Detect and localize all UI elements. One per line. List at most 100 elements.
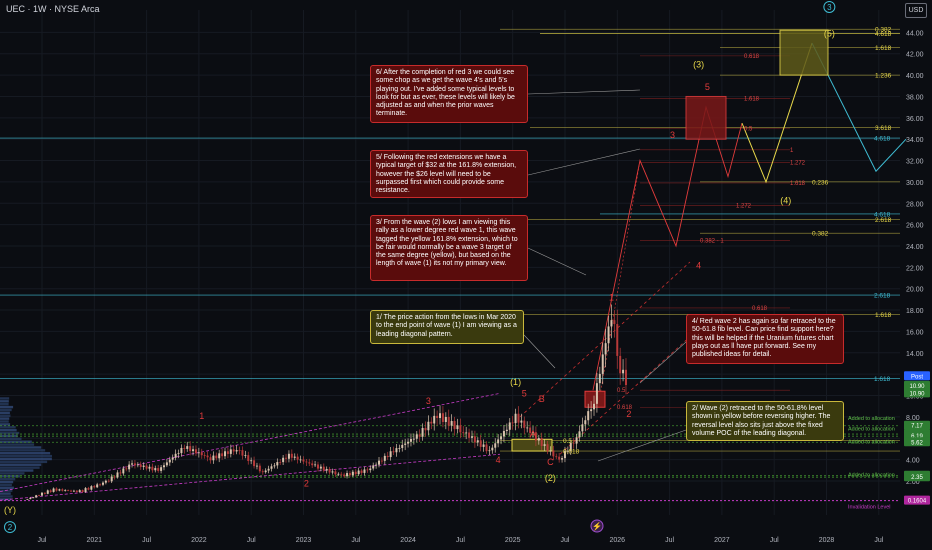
candle-body bbox=[224, 451, 226, 456]
flash-icon-glyph: ⚡ bbox=[592, 521, 602, 531]
candle-body bbox=[375, 465, 377, 466]
candle-body bbox=[64, 490, 66, 491]
wave-label: (Y) bbox=[4, 505, 16, 515]
candle-body bbox=[622, 370, 624, 374]
symbol-header[interactable]: UEC · 1W · NYSE Arca bbox=[6, 4, 100, 14]
candle-body bbox=[334, 471, 336, 474]
currency-button[interactable]: USD bbox=[905, 3, 927, 18]
candle-body bbox=[395, 448, 397, 452]
wave-label: C bbox=[547, 457, 554, 467]
candle-body bbox=[361, 471, 363, 473]
x-tick-label: 2024 bbox=[400, 537, 416, 544]
y-axis: 2.004.006.008.0010.0012.0014.0016.0018.0… bbox=[906, 30, 924, 486]
candle-body bbox=[515, 414, 517, 423]
red-fib-label: 1 bbox=[790, 148, 794, 154]
candle-body bbox=[247, 455, 249, 461]
candle-body bbox=[393, 451, 395, 452]
candle-body bbox=[279, 462, 281, 463]
candle-body bbox=[326, 469, 328, 471]
x-tick-label: Jul bbox=[38, 537, 47, 544]
candle-body bbox=[430, 422, 432, 424]
note-6: 6/ After the completion of red 3 we coul… bbox=[370, 65, 528, 123]
volume-profile bbox=[0, 397, 52, 500]
volume-bar bbox=[0, 429, 17, 431]
candle-body bbox=[323, 467, 325, 471]
candle-body bbox=[610, 320, 612, 326]
red-fib-label: 0.5 bbox=[744, 127, 753, 133]
volume-bar bbox=[0, 458, 52, 460]
volume-bar bbox=[0, 446, 41, 448]
candle-body bbox=[212, 456, 214, 461]
x-tick-label: Jul bbox=[770, 537, 779, 544]
wave-label: 5 bbox=[705, 82, 710, 92]
note-1: 1/ The price action from the lows in Mar… bbox=[370, 310, 524, 344]
candle-body bbox=[538, 438, 540, 440]
candle-body bbox=[192, 449, 194, 451]
volume-bar bbox=[0, 484, 12, 486]
candle-body bbox=[29, 498, 31, 499]
fib-label: 1.618 bbox=[874, 376, 891, 383]
wave-label: 1 bbox=[609, 292, 614, 302]
candle-body bbox=[76, 491, 78, 492]
wave-label: 3 bbox=[670, 130, 675, 140]
wave-label: (1) bbox=[510, 377, 521, 387]
volume-bar bbox=[0, 487, 14, 489]
candle-body bbox=[605, 343, 607, 354]
candle-body bbox=[616, 324, 618, 356]
fib-label: 0.5 bbox=[563, 438, 572, 445]
candle-body bbox=[590, 409, 592, 411]
candle-body bbox=[474, 436, 476, 442]
candle-body bbox=[230, 449, 232, 454]
y-tick-label: 36.00 bbox=[906, 116, 924, 123]
candle-body bbox=[477, 440, 479, 442]
candle-body bbox=[271, 466, 273, 468]
candle-body bbox=[320, 467, 322, 469]
candle-body bbox=[329, 469, 331, 473]
note-3: 3/ From the wave (2) lows I am viewing t… bbox=[370, 215, 528, 281]
candle-body bbox=[517, 414, 519, 423]
candle-body bbox=[99, 484, 101, 485]
candle-body bbox=[436, 416, 438, 418]
y-tick-label: 38.00 bbox=[906, 94, 924, 101]
candle-body bbox=[439, 413, 441, 418]
candle-body bbox=[285, 458, 287, 459]
price-tag-text: 2.35 bbox=[911, 475, 923, 481]
candle-body bbox=[119, 472, 121, 473]
candle-body bbox=[512, 422, 514, 423]
candle-body bbox=[137, 464, 139, 465]
support-box-yellow bbox=[512, 439, 552, 451]
x-tick-label: Jul bbox=[247, 537, 256, 544]
candle-body bbox=[175, 454, 177, 458]
fib-label: 1.618 bbox=[875, 45, 892, 52]
candle-body bbox=[58, 489, 60, 490]
candle-body bbox=[317, 464, 319, 468]
candle-body bbox=[587, 411, 589, 420]
price-candles bbox=[26, 304, 627, 499]
wave-label: B bbox=[539, 394, 545, 404]
x-tick-label: Jul bbox=[142, 537, 151, 544]
red-fib-label: 0.5 bbox=[617, 388, 626, 394]
candle-body bbox=[44, 493, 46, 494]
candle-body bbox=[102, 483, 104, 485]
candle-body bbox=[387, 456, 389, 457]
candle-body bbox=[50, 490, 52, 492]
candle-body bbox=[82, 490, 84, 492]
volume-bar bbox=[0, 469, 33, 471]
candle-body bbox=[201, 452, 203, 455]
candle-body bbox=[404, 444, 406, 445]
candle-body bbox=[488, 450, 490, 451]
candle-body bbox=[500, 436, 502, 439]
circled-wave-label: 3 bbox=[827, 3, 832, 12]
y-tick-label: 16.00 bbox=[906, 329, 924, 336]
candle-body bbox=[114, 477, 116, 478]
candle-body bbox=[47, 490, 49, 493]
candle-body bbox=[337, 474, 339, 475]
y-tick-label: 20.00 bbox=[906, 287, 924, 294]
candle-body bbox=[87, 488, 89, 490]
candle-body bbox=[541, 438, 543, 446]
candle-body bbox=[105, 481, 107, 483]
candle-body bbox=[160, 467, 162, 471]
candle-body bbox=[221, 453, 223, 456]
candle-body bbox=[35, 495, 37, 497]
candle-body bbox=[259, 466, 261, 472]
